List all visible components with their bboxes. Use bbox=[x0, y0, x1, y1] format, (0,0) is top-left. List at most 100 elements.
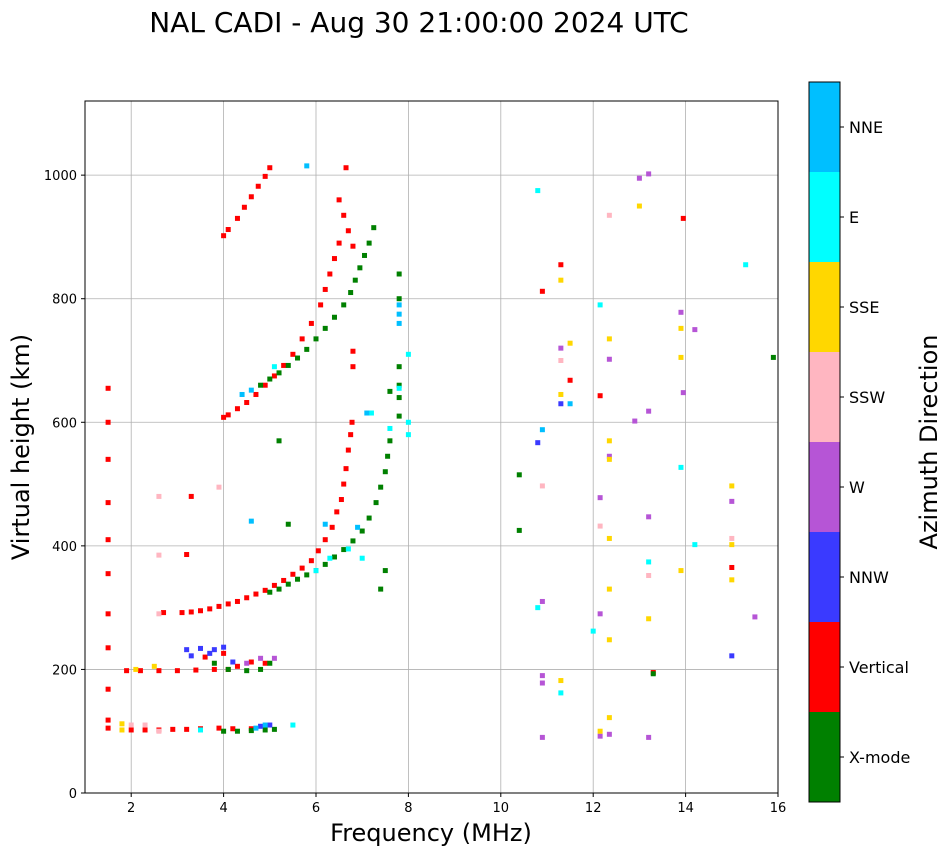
data-point bbox=[606, 637, 612, 643]
data-point bbox=[234, 663, 240, 669]
data-point bbox=[396, 302, 402, 308]
data-point bbox=[156, 728, 162, 734]
data-point bbox=[368, 410, 374, 416]
data-point bbox=[646, 514, 652, 520]
data-point bbox=[105, 717, 111, 723]
data-point bbox=[198, 608, 203, 614]
data-point bbox=[558, 391, 564, 397]
data-point bbox=[248, 518, 254, 524]
data-point bbox=[350, 364, 356, 370]
data-point bbox=[230, 659, 236, 665]
data-point bbox=[350, 538, 356, 544]
data-point bbox=[184, 552, 190, 558]
data-point bbox=[567, 401, 573, 407]
series-w bbox=[244, 171, 758, 740]
data-point bbox=[516, 527, 522, 533]
data-point bbox=[539, 598, 545, 604]
data-point bbox=[105, 537, 111, 543]
data-point bbox=[248, 194, 254, 200]
data-point bbox=[267, 722, 273, 728]
data-point bbox=[729, 498, 735, 504]
series-x-mode bbox=[211, 225, 776, 734]
data-point bbox=[331, 554, 337, 560]
data-point bbox=[405, 432, 411, 438]
data-point bbox=[329, 524, 335, 530]
x-tick-label: 8 bbox=[404, 801, 412, 816]
data-point bbox=[387, 425, 393, 431]
x-tick-label: 10 bbox=[493, 801, 510, 816]
data-point bbox=[606, 586, 612, 592]
data-point bbox=[221, 233, 227, 239]
data-point bbox=[253, 725, 259, 731]
data-points bbox=[105, 163, 776, 740]
data-point bbox=[636, 203, 642, 209]
data-point bbox=[597, 523, 603, 529]
data-point bbox=[650, 671, 656, 677]
series-nne bbox=[239, 163, 573, 731]
data-point bbox=[590, 628, 596, 634]
data-point bbox=[355, 524, 361, 530]
data-point bbox=[262, 587, 268, 593]
data-point bbox=[262, 660, 268, 666]
data-point bbox=[396, 385, 402, 391]
data-point bbox=[405, 419, 411, 425]
data-point bbox=[295, 576, 301, 582]
data-point bbox=[225, 412, 231, 418]
data-point bbox=[597, 302, 603, 308]
data-point bbox=[646, 616, 652, 622]
data-point bbox=[334, 509, 340, 515]
data-point bbox=[535, 440, 541, 446]
data-point bbox=[267, 376, 273, 382]
colorbar-swatch bbox=[809, 172, 840, 262]
data-point bbox=[156, 552, 162, 558]
data-point bbox=[161, 610, 167, 616]
data-point bbox=[558, 401, 564, 407]
data-point bbox=[105, 611, 111, 617]
data-point bbox=[322, 561, 328, 567]
data-point bbox=[124, 668, 130, 674]
data-point bbox=[184, 647, 190, 653]
data-point bbox=[539, 680, 545, 686]
data-point bbox=[327, 555, 333, 561]
x-axis-label: Frequency (MHz) bbox=[330, 819, 532, 847]
data-point bbox=[308, 558, 314, 564]
data-point bbox=[234, 728, 240, 734]
data-point bbox=[535, 605, 541, 611]
data-point bbox=[207, 606, 213, 612]
data-point bbox=[105, 725, 111, 731]
colorbar-tick-label: NNE bbox=[849, 118, 883, 137]
data-point bbox=[396, 311, 402, 317]
data-point bbox=[230, 726, 236, 732]
data-point bbox=[382, 568, 388, 574]
data-point bbox=[258, 655, 264, 661]
data-point bbox=[678, 354, 684, 360]
colorbar-swatch bbox=[809, 442, 840, 532]
data-point bbox=[128, 727, 134, 733]
data-point bbox=[357, 265, 363, 271]
data-point bbox=[137, 668, 143, 674]
data-point bbox=[262, 173, 268, 179]
data-point bbox=[378, 484, 384, 490]
data-point bbox=[295, 355, 301, 361]
data-point bbox=[567, 340, 573, 346]
colorbar-swatch bbox=[809, 82, 840, 172]
data-point bbox=[276, 438, 282, 444]
data-point bbox=[680, 215, 686, 221]
data-point bbox=[211, 666, 217, 672]
series-sse bbox=[119, 203, 735, 734]
data-point bbox=[179, 610, 185, 616]
data-point bbox=[646, 559, 652, 565]
data-point bbox=[606, 731, 612, 737]
data-point bbox=[315, 548, 321, 554]
x-tick-label: 12 bbox=[585, 801, 602, 816]
data-point bbox=[539, 427, 545, 433]
data-point bbox=[331, 256, 337, 262]
data-point bbox=[396, 296, 402, 302]
data-point bbox=[313, 568, 319, 574]
data-point bbox=[207, 650, 213, 656]
data-point bbox=[396, 320, 402, 326]
colorbar-tick-label: NNW bbox=[849, 568, 889, 587]
x-tick-label: 2 bbox=[127, 801, 135, 816]
data-point bbox=[341, 547, 347, 553]
data-point bbox=[371, 225, 377, 231]
